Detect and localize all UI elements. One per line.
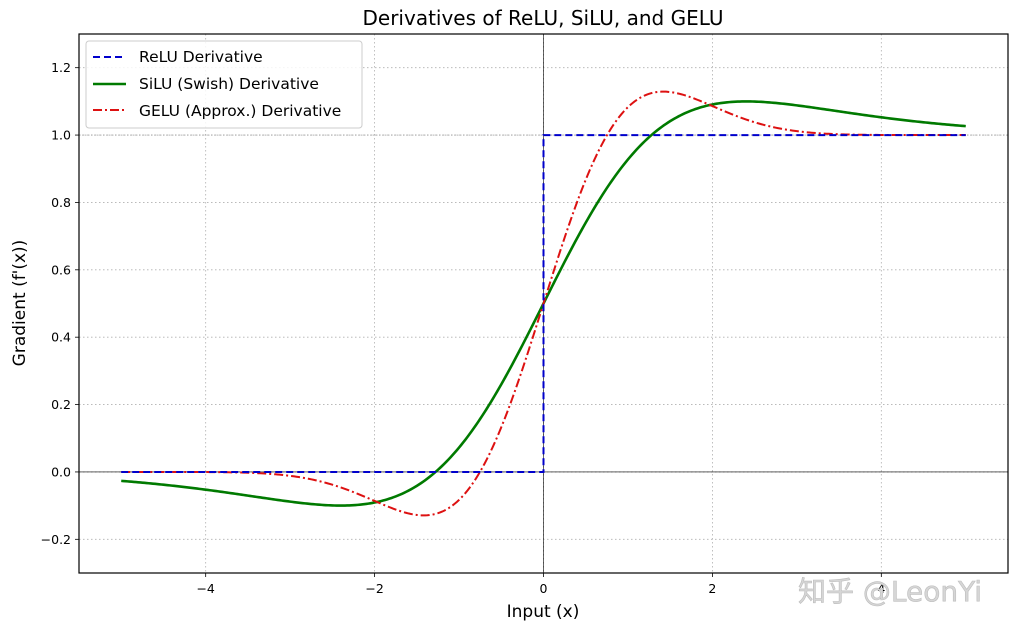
legend-relu-label: ReLU Derivative	[139, 48, 263, 66]
y-tick-label: 0.4	[51, 330, 71, 345]
chart-title: Derivatives of ReLU, SiLU, and GELU	[363, 6, 724, 30]
x-tick-label: −2	[365, 581, 383, 596]
legend-silu-label: SiLU (Swish) Derivative	[139, 75, 319, 93]
y-tick-label: 0.2	[51, 397, 71, 412]
y-tick-label: 0.8	[51, 195, 71, 210]
x-tick-label: 2	[708, 581, 716, 596]
legend-gelu-label: GELU (Approx.) Derivative	[139, 102, 341, 120]
legend-box	[85, 40, 363, 129]
y-tick-label: 0.0	[51, 464, 71, 479]
y-tick-label: 1.2	[51, 60, 71, 75]
x-axis-label: Input (x)	[507, 602, 580, 622]
series-gelu-approx-derivative	[121, 90, 966, 517]
watermark: 知乎 @LeonYi	[798, 575, 982, 608]
y-tick-label: −0.2	[41, 532, 71, 547]
x-tick-label: 0	[540, 581, 548, 596]
y-axis-label: Gradient (f'(x))	[10, 240, 30, 367]
x-tick-label: 4	[877, 581, 885, 596]
curves	[121, 90, 966, 517]
y-axis-ticks: −0.2 0.0 0.2 0.4 0.6 0.8 1.0 1.2	[41, 60, 79, 547]
y-tick-label: 1.0	[51, 128, 71, 143]
legend: ReLU Derivative SiLU (Swish) Derivative …	[85, 40, 363, 129]
series-relu-derivative	[121, 134, 966, 473]
x-axis-ticks: −4 −2 0 2 4	[196, 573, 885, 596]
x-tick-label: −4	[196, 581, 214, 596]
y-tick-label: 0.6	[51, 262, 71, 277]
